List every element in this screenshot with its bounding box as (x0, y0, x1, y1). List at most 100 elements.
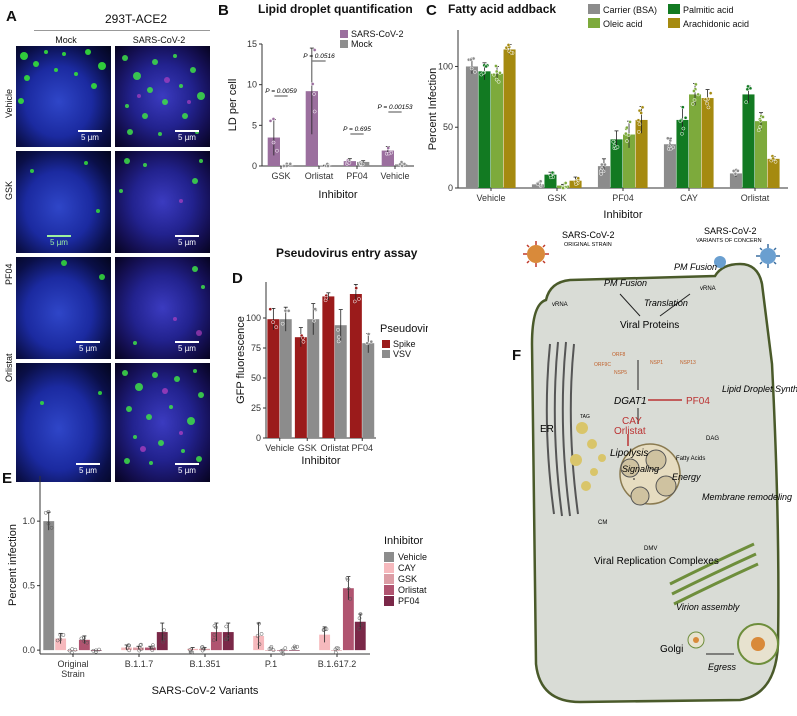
data-point (696, 92, 700, 97)
bar-c-1-3 (676, 119, 689, 188)
data-point (275, 148, 279, 153)
orlistat-label: Orlistat (614, 426, 646, 437)
legend-label: GSK (398, 574, 417, 584)
data-point (636, 130, 641, 134)
data-point (678, 119, 683, 123)
micrograph-mock-pf04: 5 µm (16, 257, 111, 359)
nsp-label-3: NSP1 (650, 360, 663, 366)
data-point (746, 84, 750, 89)
data-point (58, 637, 63, 642)
data-point (257, 642, 262, 647)
golgi-label: Golgi (660, 644, 683, 655)
data-point (345, 576, 350, 581)
data-point (312, 318, 316, 323)
legend-swatch (340, 40, 348, 48)
data-point (211, 638, 216, 642)
data-point (271, 140, 276, 145)
y-tick-label: 0 (256, 433, 261, 443)
col-sarscov2-label: SARS-CoV-2 (132, 35, 186, 45)
data-point (188, 648, 192, 652)
data-point (255, 634, 260, 638)
dag-label: DAG (706, 436, 719, 442)
data-point (481, 70, 486, 75)
row-orlistat-label: Orlistat (4, 353, 14, 382)
data-point (271, 117, 276, 121)
x-tick-label: CAY (680, 193, 698, 203)
bar-c-2-3 (689, 94, 702, 188)
data-point (284, 164, 289, 168)
x-tick-label: Vehicle (380, 171, 409, 181)
data-point (469, 66, 474, 71)
lipid-droplets (122, 54, 205, 136)
bar-c-2-2 (623, 134, 636, 188)
row-pf04-label: PF04 (4, 263, 14, 285)
data-point (573, 179, 578, 184)
y-tick-label: 0.0 (22, 645, 35, 655)
data-point (692, 98, 697, 102)
bar-d-1-0 (279, 319, 292, 438)
micrograph-grid: 5 µm 5 µm 5 µm 5 µm 5 µm (16, 46, 210, 482)
panel-a-label: A (6, 8, 17, 25)
data-point (706, 105, 711, 110)
x-tick-label: B.1.1.7 (125, 659, 154, 669)
virion-assembly-label: Virion assembly (676, 602, 740, 612)
data-point (360, 622, 364, 627)
data-point (224, 624, 229, 629)
micrograph-mock-vehicle: 5 µm (16, 46, 111, 147)
data-point (628, 120, 632, 124)
data-point (127, 648, 132, 653)
x-tick-label: B.1.617.2 (318, 659, 357, 669)
y-tick-label: 25 (251, 403, 261, 413)
scale-bar: 5 µm (72, 463, 104, 475)
bar-c-3-0 (503, 49, 516, 189)
data-point (82, 636, 86, 640)
bar-c-3-3 (701, 98, 714, 188)
bar-c-1-2 (610, 139, 623, 188)
vrna-left: vRNA (552, 302, 568, 308)
data-point (548, 173, 553, 178)
bar-d-1-2 (334, 325, 347, 438)
lipid-droplets (18, 49, 106, 104)
data-point (300, 335, 305, 340)
data-point (473, 69, 477, 74)
data-point (599, 162, 604, 167)
bar-d-0-2 (322, 296, 335, 438)
panel-d-title: Pseudovirus entry assay (276, 246, 418, 260)
y-axis-title: Percent infection (7, 524, 19, 606)
bar-d-0-3 (349, 294, 362, 438)
egress-label: Egress (708, 662, 737, 672)
data-point (625, 125, 629, 130)
data-point (70, 647, 75, 651)
data-point (259, 632, 264, 636)
x-tick-label: GSK (298, 443, 317, 453)
data-point (310, 82, 315, 86)
legend-label: Palmitic acid (683, 5, 734, 15)
scale-bar: 5 µm (171, 235, 203, 247)
micrograph-cov-orlistat: 5 µm (115, 363, 210, 482)
data-point (637, 122, 642, 126)
data-point (348, 597, 353, 601)
data-point (336, 327, 340, 332)
fatty-acids-label: Fatty Acids (676, 456, 705, 462)
bar-c-2-4 (755, 121, 768, 188)
legend-label: Orlistat (398, 585, 427, 595)
pvalue-label: P = 0.695 (343, 126, 371, 133)
data-point (736, 169, 740, 173)
pm-fusion-right: PM Fusion (674, 262, 717, 272)
data-point (161, 639, 165, 644)
er-label: ER (540, 424, 554, 435)
virus-original-icon (523, 241, 549, 267)
bar-e-4-3 (288, 650, 300, 651)
y-tick-label: 15 (247, 39, 257, 49)
data-point (484, 64, 488, 69)
data-point (400, 164, 404, 168)
data-point (149, 645, 153, 650)
legend-label: Mock (351, 39, 373, 49)
data-point (506, 43, 511, 47)
lipid-droplets (133, 266, 205, 345)
lipid-droplets (122, 369, 204, 465)
data-point (73, 647, 78, 652)
y-tick-label: 0 (448, 183, 453, 193)
data-point (771, 156, 775, 161)
bar-d-1-3 (362, 343, 375, 438)
